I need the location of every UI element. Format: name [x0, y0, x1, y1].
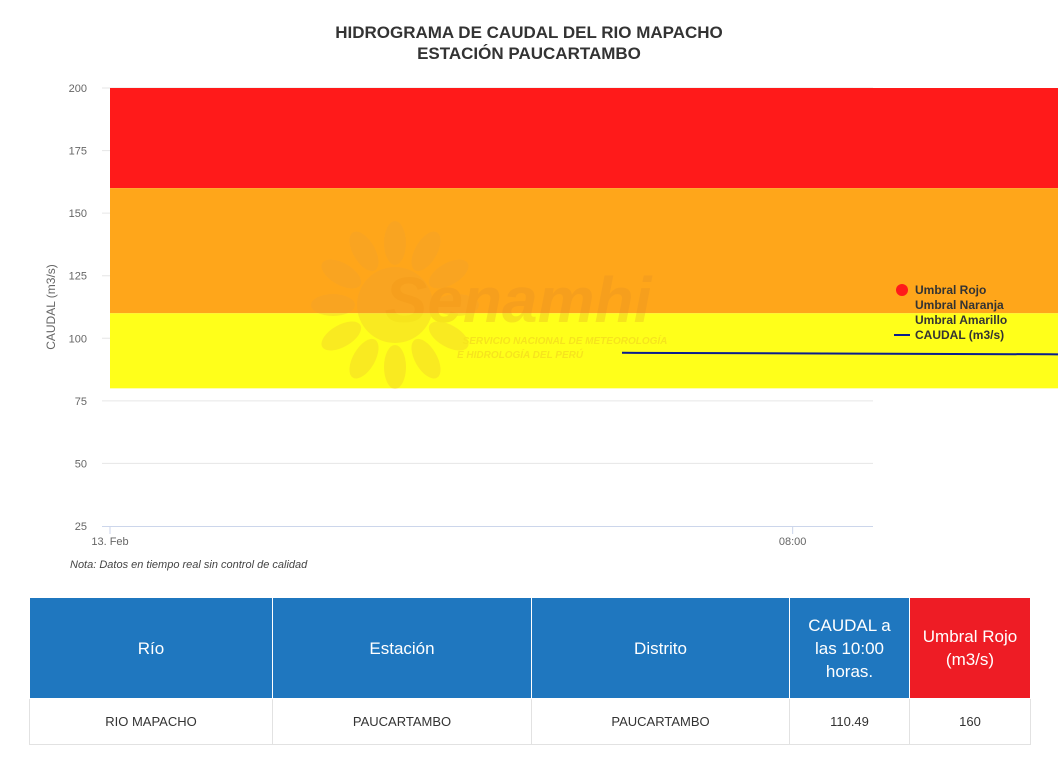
- x-tick-label: 13. Feb: [91, 536, 128, 548]
- sun-ray-shape: [428, 259, 469, 289]
- table-row: RIO MAPACHO PAUCARTAMBO PAUCARTAMBO 110.…: [29, 698, 1031, 745]
- legend-item: Umbral Naranja: [915, 298, 1004, 312]
- band-umbral-rojo: [110, 88, 1058, 189]
- sun-ray-shape: [321, 321, 362, 351]
- legend-symbol: [896, 299, 908, 311]
- cell-caudal: 110.49: [789, 698, 910, 745]
- sun-ray-shape: [428, 321, 469, 351]
- sun-ray-shape: [411, 338, 441, 379]
- legend-item: CAUDAL (m3/s): [915, 328, 1004, 342]
- svg-text:Senamhi: Senamhi: [385, 264, 653, 336]
- sun-ray-shape: [311, 294, 355, 316]
- y-tick-label: 175: [69, 146, 87, 158]
- header-umbral-rojo: Umbral Rojo (m3/s): [909, 597, 1031, 699]
- sun-ray-shape: [435, 294, 479, 316]
- cell-estacion: PAUCARTAMBO: [272, 698, 532, 745]
- header-estacion: Estación: [272, 597, 532, 699]
- chart-title-line-1: HIDROGRAMA DE CAUDAL DEL RIO MAPACHO: [335, 23, 723, 42]
- header-distrito: Distrito: [531, 597, 790, 699]
- legend-symbol: [896, 284, 908, 296]
- chart-title-line-2: ESTACIÓN PAUCARTAMBO: [417, 44, 641, 63]
- y-tick-label: 150: [69, 208, 87, 220]
- sun-ray-shape: [384, 221, 406, 265]
- cell-umbral-rojo: 160: [909, 698, 1031, 745]
- legend-symbol: [896, 314, 908, 326]
- y-tick-label: 25: [75, 521, 87, 533]
- sun-ray-shape: [349, 231, 379, 272]
- sun-ray-shape: [321, 259, 362, 289]
- sun-ray-shape: [349, 338, 379, 379]
- cell-distrito: PAUCARTAMBO: [531, 698, 790, 745]
- svg-text:SERVICIO NACIONAL DE METEOROLO: SERVICIO NACIONAL DE METEOROLOGÍA: [463, 334, 668, 347]
- x-tick-label: 08:00: [779, 536, 807, 548]
- y-axis-label: CAUDAL (m3/s): [44, 264, 58, 350]
- legend-item: Umbral Amarillo: [915, 313, 1007, 327]
- y-tick-label: 100: [69, 333, 87, 345]
- sun-ray-shape: [411, 231, 441, 272]
- senamhi-watermark-logo: Senamhi SERVICIO NACIONAL DE METEOROLOGÍ…: [311, 221, 667, 389]
- band-umbral-amarillo: [110, 313, 1058, 389]
- legend-item: Umbral Rojo: [915, 283, 986, 297]
- y-tick-label: 125: [69, 271, 87, 283]
- y-tick-label: 200: [69, 83, 87, 95]
- station-table: Río Estación Distrito CAUDAL a las 10:00…: [29, 597, 1031, 745]
- header-caudal: CAUDAL a las 10:00 horas.: [789, 597, 910, 699]
- cell-rio: RIO MAPACHO: [29, 698, 273, 745]
- svg-text:E HIDROLOGÍA DEL PERÚ: E HIDROLOGÍA DEL PERÚ: [457, 348, 584, 361]
- y-tick-label: 75: [75, 396, 87, 408]
- y-tick-label: 50: [75, 458, 87, 470]
- header-rio: Río: [29, 597, 273, 699]
- y-axis: 25 50 75 100 125 150 175 200: [69, 83, 87, 533]
- data-quality-note: Nota: Datos en tiempo real sin control d…: [70, 559, 308, 571]
- table-header-row: Río Estación Distrito CAUDAL a las 10:00…: [29, 597, 1031, 699]
- sun-ray-shape: [384, 345, 406, 389]
- hydrograph-chart: HIDROGRAMA DE CAUDAL DEL RIO MAPACHO EST…: [44, 23, 1058, 571]
